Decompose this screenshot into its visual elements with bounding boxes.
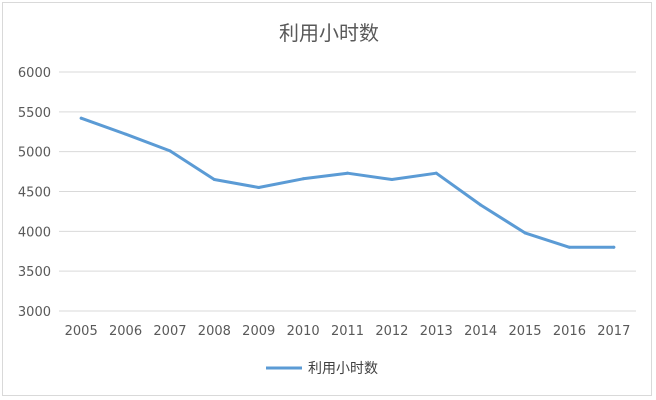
x-tick-label: 2010 <box>287 324 320 339</box>
y-tick-label: 5000 <box>18 146 51 161</box>
data-point <box>567 245 571 249</box>
y-tick-label: 4500 <box>18 186 51 201</box>
x-tick-label: 2008 <box>198 324 231 339</box>
data-point <box>301 177 305 181</box>
data-point <box>479 203 483 207</box>
x-tick-label: 2015 <box>508 324 541 339</box>
y-tick-label: 3500 <box>18 265 51 280</box>
series-lines <box>79 116 616 249</box>
legend-label: 利用小时数 <box>308 361 378 377</box>
x-tick-label: 2016 <box>553 324 586 339</box>
data-point <box>79 116 83 120</box>
x-tick-label: 2007 <box>153 324 186 339</box>
x-tick-label: 2013 <box>420 324 453 339</box>
x-tick-label: 2006 <box>109 324 142 339</box>
y-tick-label: 3000 <box>18 305 51 320</box>
y-tick-label: 6000 <box>18 66 51 81</box>
data-point <box>168 149 172 153</box>
x-tick-label: 2005 <box>65 324 98 339</box>
x-tick-label: 2017 <box>597 324 630 339</box>
y-axis-tick-labels: 3000 3500 4000 4500 5000 5500 6000 <box>18 66 51 320</box>
y-tick-label: 4000 <box>18 225 51 240</box>
x-tick-label: 2009 <box>242 324 275 339</box>
data-point <box>346 171 349 175</box>
gridlines <box>59 71 636 312</box>
data-point <box>212 178 216 182</box>
chart-frame <box>2 2 652 396</box>
x-tick-label: 2012 <box>375 324 408 339</box>
y-tick-label: 5500 <box>18 106 51 121</box>
legend: 利用小时数 <box>266 361 378 377</box>
data-point <box>523 231 527 235</box>
data-point <box>124 132 128 136</box>
x-tick-label: 2011 <box>331 324 364 339</box>
data-point <box>434 171 438 175</box>
series-line <box>79 116 616 249</box>
data-point <box>612 245 616 249</box>
data-point <box>390 178 394 182</box>
chart-title: 利用小时数 <box>279 21 379 45</box>
x-axis-tick-labels: 2005 2006 2007 2008 2009 2010 2011 2012 2013 2014… <box>65 324 631 339</box>
x-tick-label: 2014 <box>464 324 497 339</box>
data-point <box>257 186 261 190</box>
